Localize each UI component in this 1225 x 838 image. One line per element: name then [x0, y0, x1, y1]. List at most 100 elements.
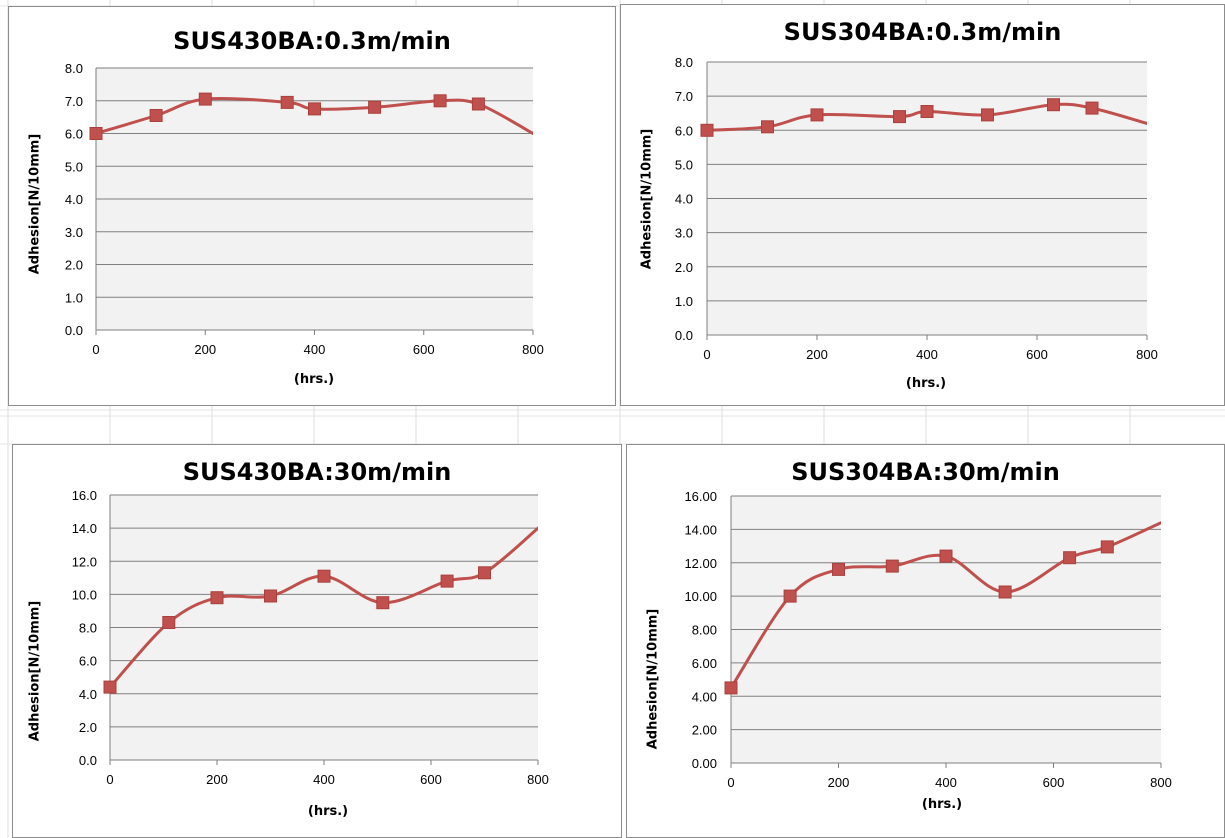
x-tick-label: 200 [206, 772, 228, 787]
data-point-marker [103, 680, 117, 694]
y-tick-label: 6.0 [65, 127, 83, 142]
x-tick-label: 0 [92, 342, 99, 357]
y-axis-label: Adhesion[N/10mm] [27, 600, 43, 742]
data-point-marker [149, 109, 163, 122]
y-tick-label: 14.00 [684, 522, 717, 537]
chart-plot: 0.0 2.0 4.0 6.0 8.0 10.0 12.0 14.0 16.0 0 200 400 60… [72, 488, 549, 787]
data-point-marker [1063, 551, 1077, 565]
y-tick-label: 0.00 [692, 756, 717, 771]
data-point-marker [210, 591, 224, 605]
data-point-marker [376, 596, 390, 610]
y-tick-label: 10.00 [684, 589, 717, 604]
y-tick-label: 10.0 [72, 587, 97, 602]
y-tick-label: 2.0 [79, 720, 97, 735]
y-tick-label: 7.0 [65, 94, 83, 109]
y-tick-label: 5.0 [65, 159, 83, 174]
y-tick-label: 12.0 [72, 554, 97, 569]
y-tick-label: 3.0 [675, 226, 693, 241]
data-point-marker [478, 566, 491, 580]
data-point-marker [1100, 540, 1114, 554]
data-point-marker [939, 549, 953, 563]
y-tick-label: 3.0 [65, 225, 83, 240]
x-tick-label: 800 [1150, 775, 1172, 790]
y-tick-label: 0.0 [79, 753, 97, 768]
x-tick-label: 400 [935, 775, 957, 790]
x-tick-label: 600 [420, 772, 442, 787]
x-axis-label: (hrs.) [921, 797, 963, 812]
chart-title: SUS430BA:30m/min [182, 458, 452, 486]
y-axis-label: Adhesion[N/10mm] [639, 128, 655, 270]
x-tick-label: 600 [1026, 347, 1048, 362]
data-point-marker [440, 574, 454, 588]
data-point-marker [885, 559, 899, 573]
data-point-marker [783, 589, 797, 603]
x-tick-label: 200 [194, 342, 216, 357]
data-point-marker [198, 92, 212, 106]
x-tick-label: 200 [806, 347, 828, 362]
x-tick-label: 800 [1136, 347, 1158, 362]
x-tick-label: 400 [313, 772, 335, 787]
y-tick-label: 7.0 [675, 89, 693, 104]
data-point-marker [162, 616, 176, 629]
x-tick-label: 0 [703, 347, 710, 362]
y-tick-label: 6.0 [79, 654, 97, 669]
y-tick-label: 16.0 [72, 488, 97, 503]
data-point-marker [893, 110, 906, 124]
x-tick-label: 400 [304, 342, 326, 357]
y-tick-label: 14.0 [72, 521, 97, 536]
chart-plot: 0.00 2.00 4.00 6.00 8.00 10.00 12.00 14.00 16.00… [684, 489, 1172, 790]
y-axis-label: Adhesion[N/10mm] [645, 608, 661, 750]
chart-panel-sus430ba-slow[interactable]: 0.0 1.0 2.0 3.0 4.0 5.0 6.0 7.0 8.0 0 200 400 600 800… [8, 6, 616, 406]
data-point-marker [998, 585, 1012, 599]
data-point-marker [700, 123, 714, 137]
data-point-marker [1047, 98, 1060, 112]
data-point-marker [264, 589, 277, 603]
y-axis-label: Adhesion[N/10mm] [27, 133, 43, 275]
data-point-marker [317, 569, 331, 583]
y-tick-label: 0.0 [65, 323, 83, 338]
x-tick-label: 400 [916, 347, 938, 362]
x-axis-label: (hrs.) [905, 376, 947, 391]
data-point-marker [724, 681, 738, 695]
data-point-marker [471, 97, 485, 111]
chart-panel-sus304ba-fast[interactable]: 0.00 2.00 4.00 6.00 8.00 10.00 12.00 14.00 16.00… [626, 444, 1225, 838]
y-tick-label: 0.0 [675, 328, 693, 343]
y-tick-label: 8.00 [692, 623, 717, 638]
chart-title: SUS304BA:0.3m/min [783, 18, 1062, 46]
y-tick-label: 2.0 [675, 260, 693, 275]
y-tick-label: 4.0 [65, 192, 83, 207]
data-point-marker [433, 94, 447, 108]
x-tick-label: 800 [527, 772, 549, 787]
x-tick-label: 0 [106, 772, 113, 787]
data-point-marker [832, 562, 845, 576]
y-tick-label: 4.0 [79, 687, 97, 702]
data-point-marker [89, 127, 103, 140]
data-point-marker [761, 120, 774, 134]
y-tick-label: 5.0 [675, 157, 693, 172]
x-axis-label: (hrs.) [293, 372, 335, 387]
chart-title: SUS304BA:30m/min [791, 458, 1060, 486]
data-point-marker [1085, 101, 1099, 115]
x-tick-label: 600 [1043, 775, 1065, 790]
x-axis-label: (hrs.) [307, 804, 349, 819]
y-tick-label: 16.00 [684, 489, 717, 504]
chart-plot: 0.0 1.0 2.0 3.0 4.0 5.0 6.0 7.0 8.0 0 200 400 600 800 [675, 55, 1158, 362]
data-point-marker [280, 95, 294, 109]
y-tick-label: 4.0 [675, 192, 693, 207]
y-tick-label: 8.0 [65, 61, 83, 76]
y-tick-label: 8.0 [675, 55, 693, 70]
y-tick-label: 12.00 [684, 556, 717, 571]
x-tick-label: 800 [522, 342, 544, 357]
data-point-marker [981, 108, 994, 122]
y-tick-label: 2.00 [692, 723, 717, 738]
y-tick-label: 2.0 [65, 258, 83, 273]
data-point-marker [920, 105, 934, 118]
y-tick-label: 6.0 [675, 123, 693, 138]
chart-panel-sus430ba-fast[interactable]: 0.0 2.0 4.0 6.0 8.0 10.0 12.0 14.0 16.0 0 200 400 60… [12, 444, 622, 838]
y-tick-label: 8.0 [79, 621, 97, 636]
data-point-marker [308, 102, 321, 116]
x-tick-label: 200 [828, 775, 850, 790]
chart-panel-sus304ba-slow[interactable]: 0.0 1.0 2.0 3.0 4.0 5.0 6.0 7.0 8.0 0 200 400 600 800… [620, 4, 1225, 406]
y-tick-label: 1.0 [675, 294, 693, 309]
chart-title: SUS430BA:0.3m/min [173, 27, 451, 55]
